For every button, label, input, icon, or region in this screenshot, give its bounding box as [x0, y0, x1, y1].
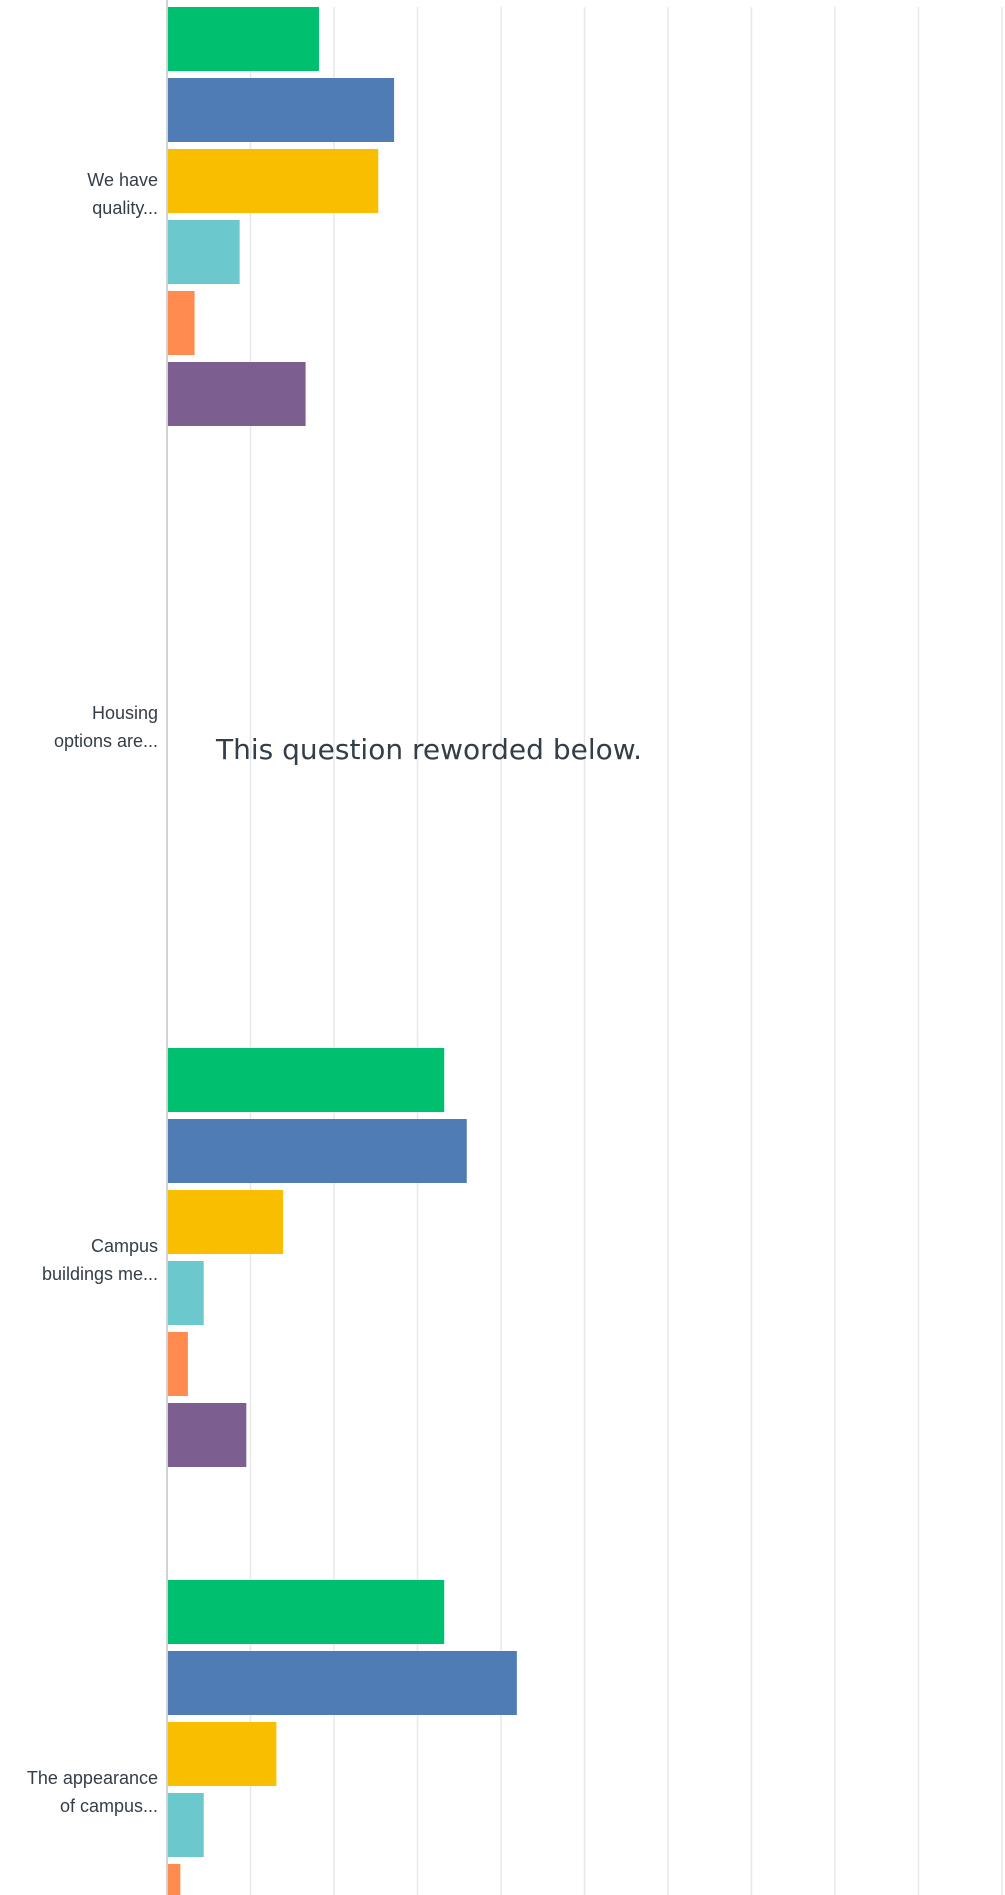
category-label-3: Campus buildings me...	[42, 1236, 158, 1284]
bar-category-1-series-5	[167, 291, 195, 355]
category-labels: We have quality... Housing options are... Ca…	[27, 170, 158, 1816]
bar-category-3-series-4	[167, 1261, 204, 1325]
bar-category-3-series-3	[167, 1190, 284, 1254]
bar-category-1-series-2	[167, 78, 395, 142]
bar-category-1-series-4	[167, 220, 240, 284]
bar-category-4-series-3	[167, 1722, 277, 1786]
bar-category-3-series-2	[167, 1119, 467, 1183]
category-note-2: This question reworded below.	[215, 733, 642, 766]
category-label-2: Housing options are...	[54, 703, 158, 751]
bar-category-4-series-5	[167, 1864, 181, 1895]
bar-category-1-series-1	[167, 7, 319, 71]
bar-category-4-series-1	[167, 1580, 445, 1644]
bar-category-1-series-6	[167, 362, 306, 426]
bar-category-4-series-2	[167, 1651, 517, 1715]
category-label-4: The appearance of campus...	[27, 1768, 158, 1816]
bar-category-3-series-1	[167, 1048, 445, 1112]
notes: This question reworded below.	[215, 733, 642, 766]
bar-category-3-series-5	[167, 1332, 188, 1396]
gridlines	[249, 7, 1003, 1895]
bars	[167, 7, 517, 1895]
category-label-1: We have quality...	[87, 170, 158, 218]
bar-category-1-series-3	[167, 149, 379, 213]
bar-category-3-series-6	[167, 1403, 247, 1467]
bar-category-4-series-4	[167, 1793, 204, 1857]
